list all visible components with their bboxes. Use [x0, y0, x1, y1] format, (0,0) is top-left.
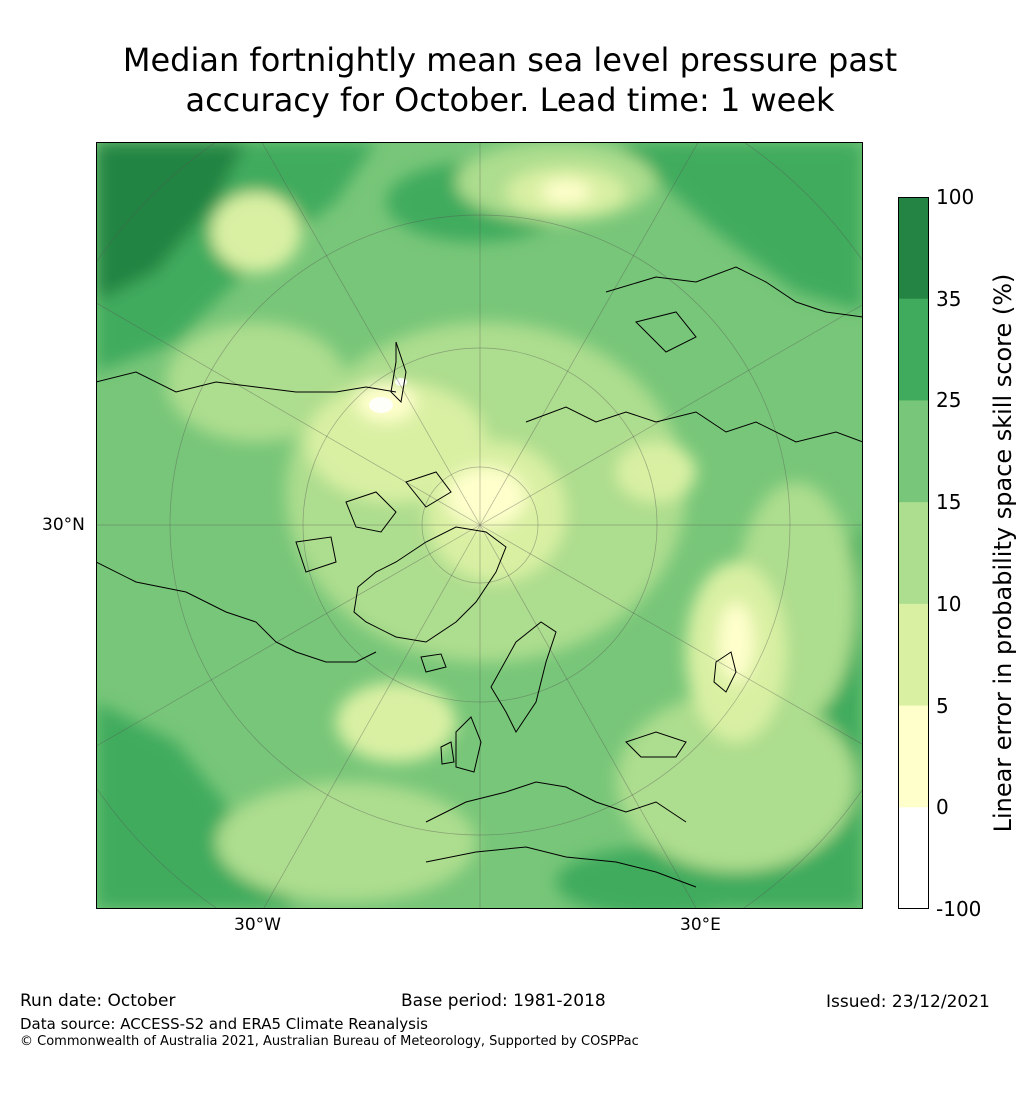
- colorbar-band: [898, 705, 929, 808]
- colorbar-tick-label: 35: [936, 286, 962, 311]
- base-period: Base period: 1981-2018: [401, 991, 606, 1011]
- polar-map: [96, 142, 863, 909]
- colorbar: [898, 197, 929, 909]
- colorbar-tick-label: 25: [936, 388, 962, 413]
- skill-field: [96, 142, 863, 909]
- run-date: Run date: October: [20, 991, 176, 1011]
- colorbar-band: [898, 197, 929, 300]
- lon-label-30w: 30°W: [234, 915, 281, 935]
- issued-date: Issued: 23/12/2021: [826, 992, 990, 1012]
- colorbar-band: [898, 400, 929, 503]
- colorbar-band: [898, 502, 929, 605]
- colorbar-band: [898, 298, 929, 401]
- colorbar-tick-label: -100: [936, 897, 982, 921]
- graticule: [96, 142, 863, 909]
- map-frame: [96, 142, 863, 909]
- copyright: © Commonwealth of Australia 2021, Austra…: [20, 1034, 639, 1049]
- colorbar-band: [898, 807, 929, 909]
- chart-title: Median fortnightly mean sea level pressu…: [0, 40, 1020, 120]
- lat-label-30n: 30°N: [42, 515, 85, 535]
- colorbar-tick-label: 5: [936, 693, 949, 718]
- colorbar-tick-label: 0: [936, 795, 949, 820]
- data-source: Data source: ACCESS-S2 and ERA5 Climate …: [20, 1015, 428, 1033]
- lon-label-30e: 30°E: [680, 915, 721, 935]
- title-line-2: accuracy for October. Lead time: 1 week: [185, 81, 835, 119]
- colorbar-title: Linear error in probability space skill …: [989, 273, 1017, 833]
- colorbar-tick-label: 15: [936, 490, 962, 515]
- colorbar-tick-label: 10: [936, 591, 962, 616]
- coastlines: [96, 266, 863, 888]
- colorbar-band: [898, 603, 929, 707]
- title-line-1: Median fortnightly mean sea level pressu…: [122, 41, 898, 79]
- colorbar-tick-label: 100: [936, 185, 975, 209]
